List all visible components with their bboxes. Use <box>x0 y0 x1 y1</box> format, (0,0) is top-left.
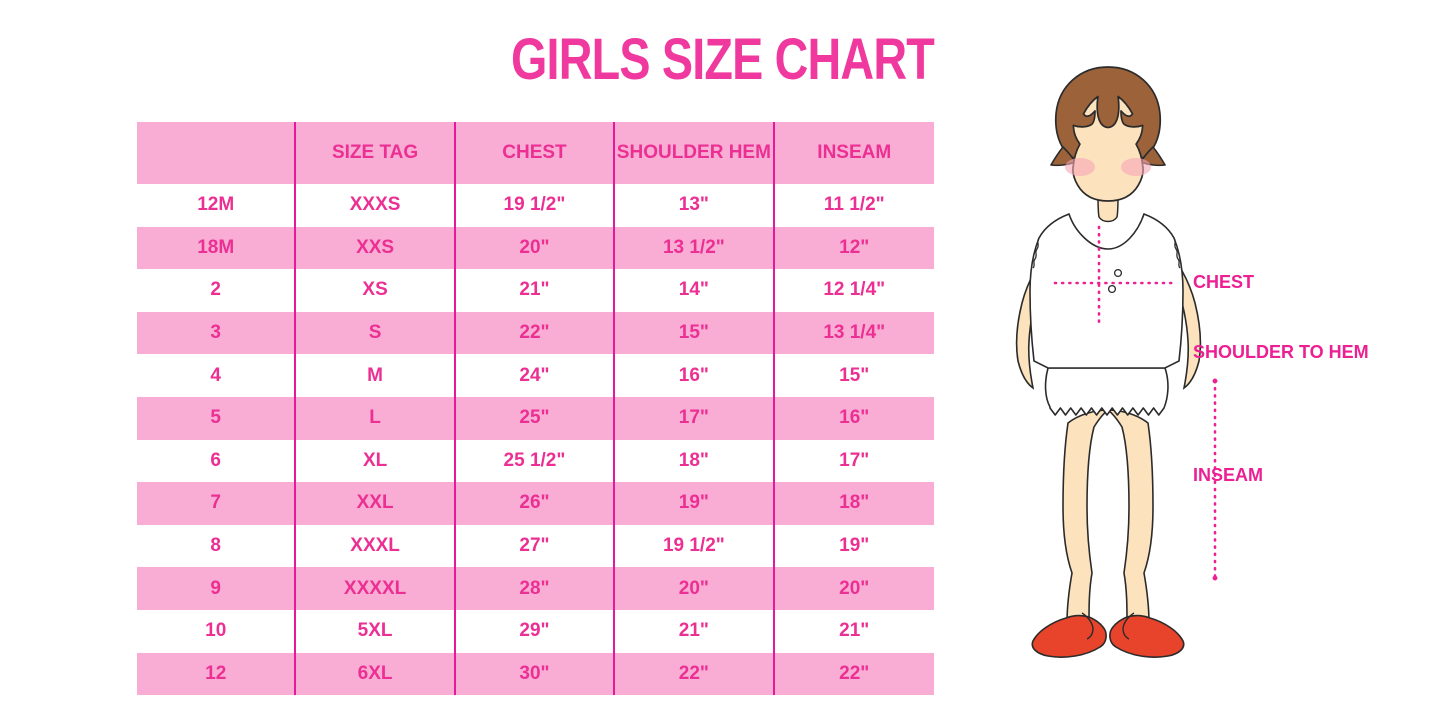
svg-text:SHOULDER TO HEM: SHOULDER TO HEM <box>1193 342 1369 362</box>
svg-text:CHEST: CHEST <box>1193 272 1254 292</box>
svg-text:INSEAM: INSEAM <box>1193 465 1263 485</box>
